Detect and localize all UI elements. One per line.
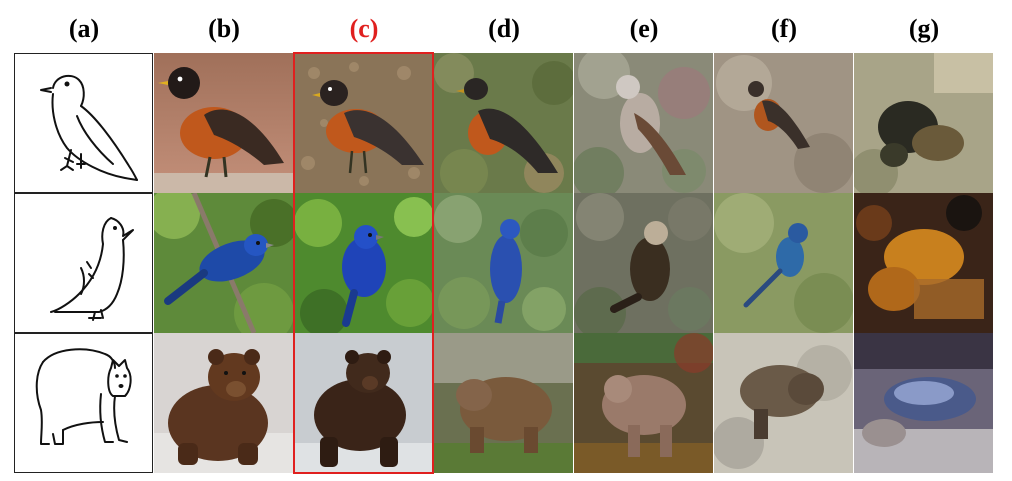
column-label-c: (c) bbox=[349, 14, 379, 43]
column-label-b: (b) bbox=[208, 14, 240, 43]
generated-f-robin bbox=[714, 53, 853, 193]
photo-c-bunting bbox=[294, 193, 433, 333]
generated-d-bear bbox=[434, 333, 573, 473]
sketch-bear bbox=[14, 333, 153, 473]
generated-d-bunting bbox=[434, 193, 573, 333]
column-label-a: (a) bbox=[68, 14, 100, 43]
generated-f-bear bbox=[714, 333, 853, 473]
column-label-f: (f) bbox=[771, 14, 797, 43]
generated-g-robin bbox=[854, 53, 993, 193]
column-label-d: (d) bbox=[488, 14, 520, 43]
photo-c-bear bbox=[294, 333, 433, 473]
column-label-e: (e) bbox=[629, 14, 659, 43]
column-label-g: (g) bbox=[908, 14, 940, 43]
generated-e-bear bbox=[574, 333, 713, 473]
sketch-bird-2 bbox=[14, 193, 153, 333]
photo-b-robin bbox=[154, 53, 293, 193]
photo-b-bear bbox=[154, 333, 293, 473]
generated-f-bunting bbox=[714, 193, 853, 333]
generated-g-bear bbox=[854, 333, 993, 473]
generated-e-robin bbox=[574, 53, 713, 193]
generated-e-bunting bbox=[574, 193, 713, 333]
sketch-bird-1 bbox=[14, 53, 153, 193]
generated-g-bunting bbox=[854, 193, 993, 333]
photo-c-robin bbox=[294, 53, 433, 193]
generated-d-robin bbox=[434, 53, 573, 193]
photo-b-bunting bbox=[154, 193, 293, 333]
